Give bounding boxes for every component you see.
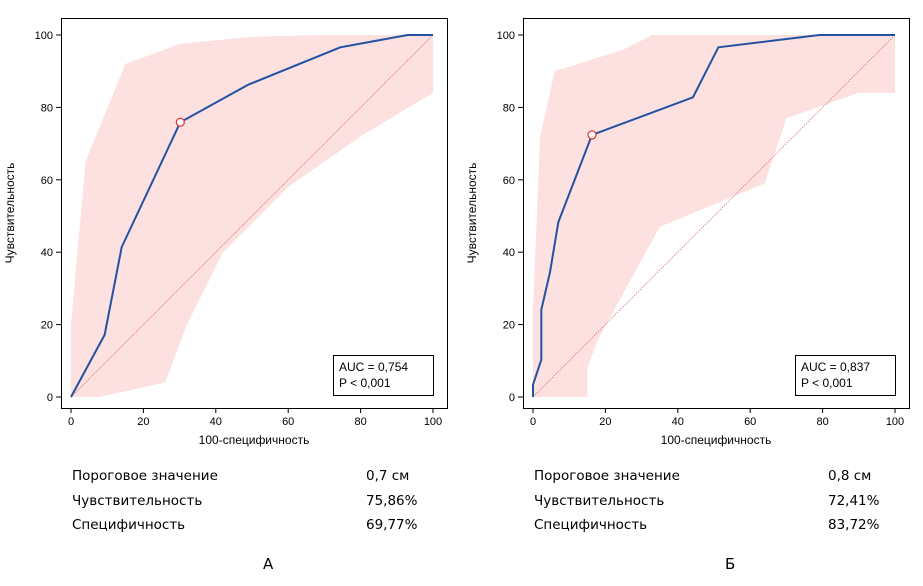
x-tick-label: 40 (210, 416, 222, 428)
x-tick-label: 0 (68, 416, 74, 428)
panel-caption-a: А (263, 555, 274, 573)
auc-annotation-box (333, 355, 434, 396)
stats-value: 0,8 см (828, 468, 872, 484)
y-tick-label: 0 (47, 392, 53, 404)
x-tick-label: 0 (530, 416, 536, 428)
stats-value: 75,86% (366, 492, 418, 509)
x-axis-label: 100-специфичность (199, 433, 310, 447)
stats-label: Чувствительность (72, 492, 203, 509)
x-tick-label: 80 (816, 416, 828, 428)
auc-value-text: AUC = 0,837 (801, 360, 870, 374)
reference-line (532, 34, 896, 398)
x-tick-label: 60 (282, 416, 294, 428)
y-tick-label: 40 (503, 247, 515, 259)
cutoff-point-marker (175, 117, 185, 127)
stats-label: Пороговое значение (72, 468, 218, 484)
roc-panel-a: 0 20 40 60 80 100 0 20 40 60 80 100 100-специфичност… (0, 0, 461, 586)
roc-curve-line (70, 34, 433, 398)
stats-value: 83,72% (828, 517, 880, 533)
stats-value: 72,41% (828, 492, 880, 509)
p-value-text: P < 0,001 (801, 376, 853, 390)
confidence-band (533, 35, 895, 397)
y-tick-label: 100 (497, 30, 515, 42)
stats-label: Специфичность (72, 517, 186, 533)
stats-value: 69,77% (366, 517, 418, 533)
plot-frame (523, 18, 910, 409)
y-tick-label: 40 (41, 247, 53, 259)
y-tick-label: 0 (509, 392, 515, 404)
y-axis-label: Чувствительность (3, 163, 17, 264)
roc-panel-b: 0 20 40 60 80 100 0 20 40 60 80 100 100-специфичност… (462, 0, 923, 586)
y-tick-label: 60 (41, 175, 53, 187)
reference-line (70, 34, 434, 398)
x-axis-label: 100-специфичность (661, 433, 772, 447)
x-tick-label: 20 (137, 416, 149, 428)
roc-chart-a: 0 20 40 60 80 100 0 20 40 60 80 100 100-специфичност… (3, 18, 448, 447)
stats-label: Чувствительность (534, 492, 665, 509)
x-tick-label: 40 (672, 416, 684, 428)
y-tick-label: 100 (35, 30, 53, 42)
roc-curve-line (532, 34, 895, 397)
y-tick-label: 80 (41, 102, 53, 114)
x-tick-label: 60 (744, 416, 756, 428)
stats-value: 0,7 см (366, 468, 410, 484)
y-axis-label: Чувствительность (465, 163, 479, 264)
y-tick-label: 20 (41, 320, 53, 332)
x-tick-label: 80 (354, 416, 366, 428)
x-tick-label: 100 (424, 416, 442, 428)
auc-annotation-box (795, 355, 896, 396)
y-tick-label: 20 (503, 320, 515, 332)
plot-frame (61, 18, 448, 409)
panel-caption-b: Б (725, 555, 736, 573)
auc-value-text: AUC = 0,754 (339, 360, 408, 374)
p-value-text: P < 0,001 (339, 376, 391, 390)
y-tick-label: 60 (503, 175, 515, 187)
x-tick-label: 20 (599, 416, 611, 428)
stats-label: Специфичность (534, 517, 648, 533)
roc-chart-b: 0 20 40 60 80 100 0 20 40 60 80 100 100-специфичност… (465, 18, 910, 447)
cutoff-point-marker (587, 130, 597, 140)
x-tick-label: 100 (886, 416, 904, 428)
y-tick-label: 80 (503, 102, 515, 114)
stats-label: Пороговое значение (534, 468, 680, 484)
